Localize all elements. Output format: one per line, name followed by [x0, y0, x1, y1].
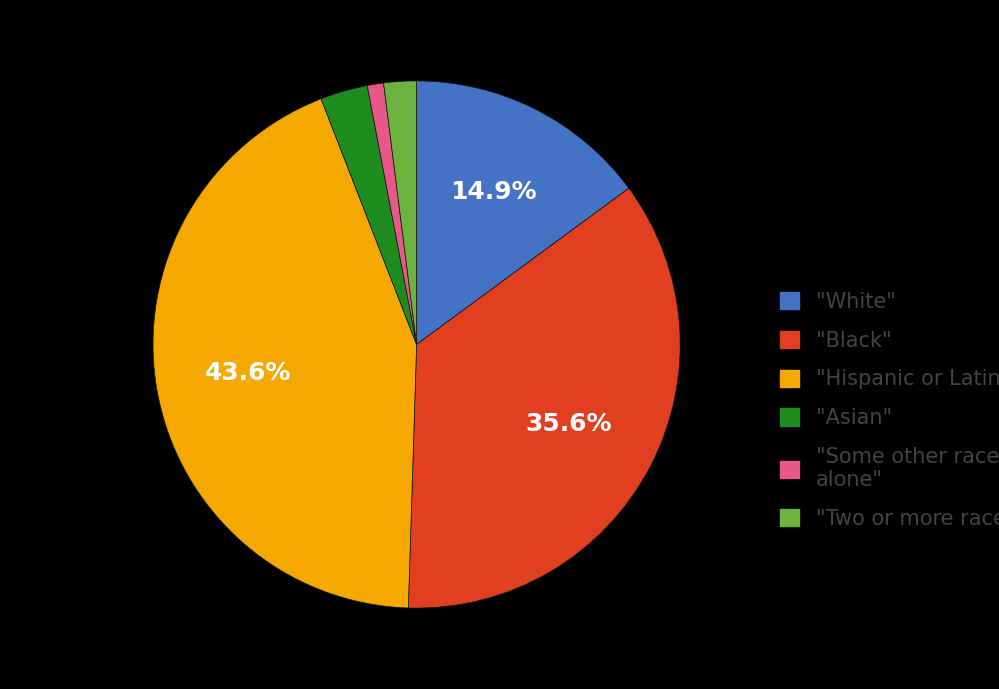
- Wedge shape: [384, 81, 417, 344]
- Legend: "White", "Black", "Hispanic or Latinx", "Asian", "Some other race
alone", "Two o: "White", "Black", "Hispanic or Latinx", …: [769, 282, 999, 539]
- Text: 35.6%: 35.6%: [525, 412, 611, 436]
- Wedge shape: [153, 99, 417, 608]
- Text: 14.9%: 14.9%: [451, 180, 537, 203]
- Text: 43.6%: 43.6%: [205, 362, 291, 385]
- Wedge shape: [417, 81, 629, 344]
- Wedge shape: [409, 188, 680, 608]
- Wedge shape: [321, 85, 417, 344]
- Wedge shape: [368, 83, 417, 344]
